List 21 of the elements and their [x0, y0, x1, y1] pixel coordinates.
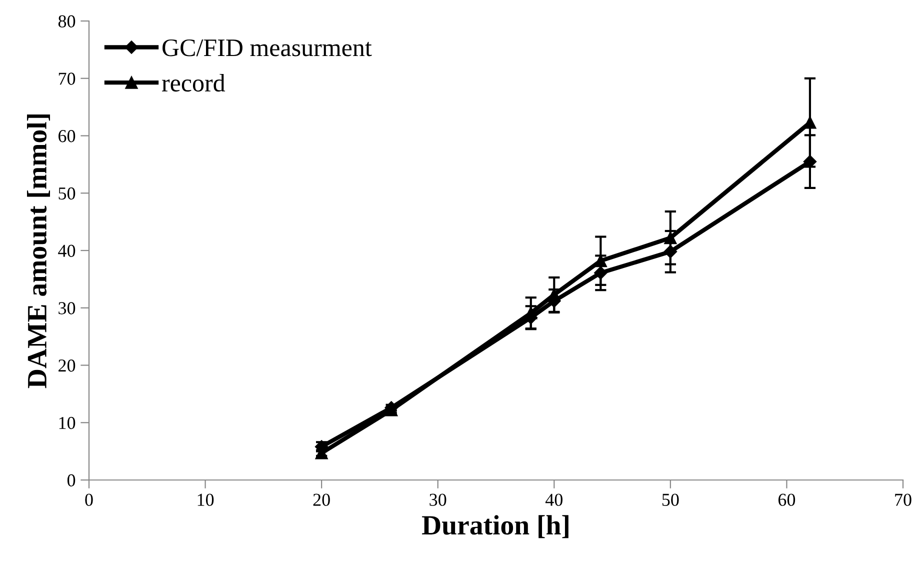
y-axis-title: DAME amount [mmol]	[27, 114, 50, 388]
x-tick-label: 0	[85, 494, 93, 506]
x-tick-label: 10	[198, 494, 214, 506]
x-tick-label: 40	[545, 494, 562, 506]
y-tick-label: 80	[58, 15, 76, 28]
y-tick-label: 60	[58, 130, 76, 142]
legend-label: record	[162, 74, 226, 92]
y-tick-label: 10	[59, 416, 76, 430]
x-tick-label: 30	[430, 494, 446, 506]
y-tick-label: 20	[58, 360, 76, 372]
legend-label: GC/FID measurment	[162, 39, 372, 56]
x-tick-label: 20	[313, 494, 330, 506]
x-tick-label: 70	[895, 494, 912, 506]
y-tick-label: 70	[58, 72, 76, 85]
x-tick-label: 50	[662, 494, 679, 506]
y-tick-label: 50	[58, 187, 76, 200]
x-tick-label: 60	[778, 494, 796, 506]
y-tick-label: 0	[67, 474, 76, 486]
x-axis-title: Duration [h]	[422, 515, 568, 538]
y-tick-label: 40	[58, 244, 76, 257]
y-tick-label: 30	[58, 302, 76, 314]
